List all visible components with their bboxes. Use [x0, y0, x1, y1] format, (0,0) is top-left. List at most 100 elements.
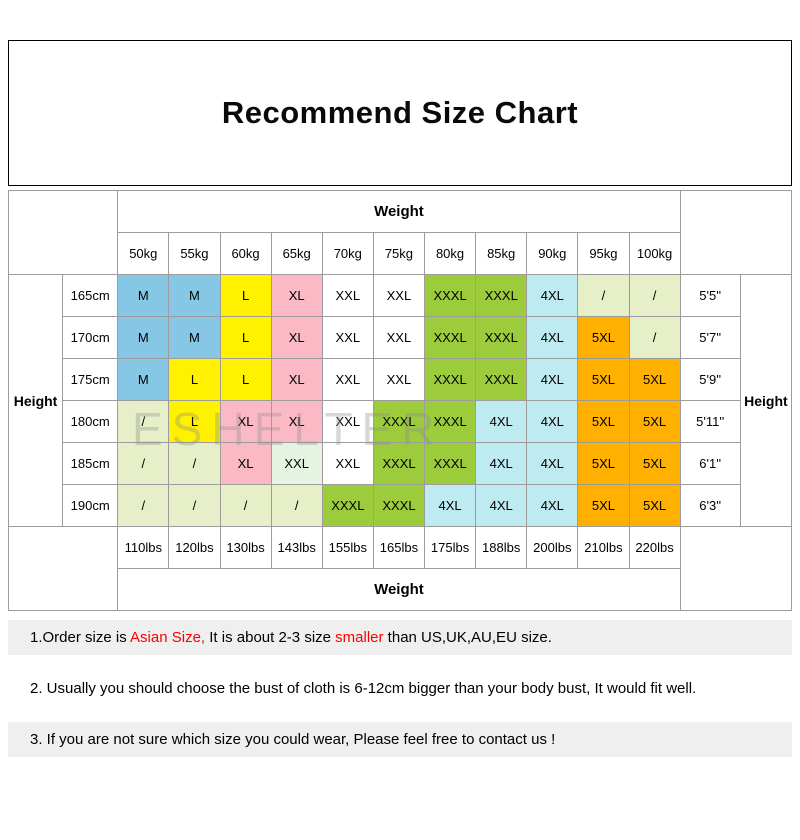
- size-cell: M: [117, 316, 170, 359]
- size-cell: M: [117, 274, 170, 317]
- kg-header-cell: 75kg: [372, 232, 426, 275]
- size-cell: L: [168, 400, 221, 443]
- lbs-footer-cell: 143lbs: [270, 526, 323, 569]
- size-cell: 5XL: [577, 484, 630, 527]
- size-cell: XXXL: [423, 358, 477, 401]
- lbs-footer-cell: 175lbs: [423, 526, 477, 569]
- lbs-footer-cell: 155lbs: [321, 526, 374, 569]
- height-cm-cell: 170cm: [62, 316, 119, 359]
- size-cell: 5XL: [577, 442, 630, 485]
- size-cell: 4XL: [526, 274, 579, 317]
- size-cell: L: [219, 274, 272, 317]
- size-cell: 5XL: [628, 442, 681, 485]
- weight-header-top: Weight: [117, 190, 681, 233]
- kg-header-cell: 90kg: [526, 232, 579, 275]
- height-cm-cell: 185cm: [62, 442, 119, 485]
- height-ft-cell: 6'1'': [679, 442, 741, 485]
- height-ft-cell: 5'11'': [679, 400, 741, 443]
- table-corner-bottomleft: [7, 526, 119, 611]
- kg-header-cell: 50kg: [117, 232, 170, 275]
- size-cell: XL: [270, 274, 323, 317]
- size-cell: /: [219, 484, 272, 527]
- height-ft-cell: 5'9'': [679, 358, 741, 401]
- size-cell: XXXL: [321, 484, 374, 527]
- size-cell: 4XL: [423, 484, 477, 527]
- size-cell: 5XL: [628, 358, 681, 401]
- lbs-footer-cell: 165lbs: [372, 526, 426, 569]
- size-cell: 4XL: [475, 442, 528, 485]
- size-cell: 5XL: [577, 400, 630, 443]
- size-cell: /: [628, 274, 681, 317]
- height-label-right: Height: [739, 274, 793, 527]
- size-cell: /: [168, 484, 221, 527]
- size-cell: XL: [219, 400, 272, 443]
- size-cell: XXXL: [372, 484, 426, 527]
- table-corner-bottomright: [679, 526, 793, 611]
- height-label-left: Height: [7, 274, 64, 527]
- size-cell: XXXL: [423, 442, 477, 485]
- size-cell: 4XL: [526, 484, 579, 527]
- height-ft-cell: 6'3'': [679, 484, 741, 527]
- size-cell: XXXL: [372, 400, 426, 443]
- height-cm-cell: 180cm: [62, 400, 119, 443]
- size-cell: XXL: [321, 442, 374, 485]
- size-cell: 4XL: [526, 400, 579, 443]
- size-cell: XXL: [321, 400, 374, 443]
- size-cell: XXXL: [475, 274, 528, 317]
- lbs-footer-cell: 188lbs: [475, 526, 528, 569]
- size-cell: /: [117, 484, 170, 527]
- height-cm-cell: 190cm: [62, 484, 119, 527]
- kg-header-cell: 85kg: [475, 232, 528, 275]
- kg-header-cell: 70kg: [321, 232, 374, 275]
- height-cm-cell: 175cm: [62, 358, 119, 401]
- table-corner-topright: [679, 190, 793, 275]
- size-chart-table: Weight 50kg 55kg 60kg 65kg 70kg 75kg 80kg 85kg 90…: [7, 190, 793, 611]
- note-1-text: It is about 2-3 size: [205, 629, 336, 646]
- size-cell: M: [168, 316, 221, 359]
- height-cm-cell: 165cm: [62, 274, 119, 317]
- size-cell: M: [168, 274, 221, 317]
- size-cell: XXXL: [372, 442, 426, 485]
- size-cell: XXXL: [423, 316, 477, 359]
- kg-header-cell: 100kg: [628, 232, 681, 275]
- size-cell: 4XL: [526, 442, 579, 485]
- size-cell: L: [219, 316, 272, 359]
- size-cell: XXL: [321, 274, 374, 317]
- size-cell: XXL: [321, 316, 374, 359]
- note-line-1: 1.Order size is Asian Size, It is about …: [8, 620, 792, 655]
- size-cell: XXXL: [475, 316, 528, 359]
- lbs-footer-cell: 130lbs: [219, 526, 272, 569]
- size-cell: /: [628, 316, 681, 359]
- lbs-footer-cell: 220lbs: [628, 526, 681, 569]
- title-box: Recommend Size Chart: [8, 40, 792, 186]
- size-cell: /: [117, 442, 170, 485]
- size-cell: 4XL: [526, 358, 579, 401]
- size-cell: 4XL: [475, 484, 528, 527]
- size-cell: XXXL: [475, 358, 528, 401]
- kg-header-cell: 80kg: [423, 232, 477, 275]
- size-cell: 5XL: [577, 316, 630, 359]
- size-cell: XXXL: [423, 274, 477, 317]
- table-corner-topleft: [7, 190, 119, 275]
- kg-header-cell: 65kg: [270, 232, 323, 275]
- size-cell: 5XL: [577, 358, 630, 401]
- note-1-highlight-smaller: smaller: [335, 629, 384, 646]
- size-cell: XL: [270, 358, 323, 401]
- page-title: Recommend Size Chart: [221, 95, 579, 130]
- note-line-2: 2. Usually you should choose the bust of…: [8, 671, 792, 706]
- lbs-footer-cell: 110lbs: [117, 526, 170, 569]
- note-2-text: 2. Usually you should choose the bust of…: [30, 680, 697, 697]
- lbs-footer-cell: 120lbs: [168, 526, 221, 569]
- note-3-text: 3. If you are not sure which size you co…: [30, 731, 556, 748]
- size-cell: XXXL: [423, 400, 477, 443]
- note-1-text: 1.Order size is: [30, 629, 131, 646]
- size-cell: L: [168, 358, 221, 401]
- size-cell: M: [117, 358, 170, 401]
- size-cell: /: [270, 484, 323, 527]
- lbs-footer-cell: 200lbs: [526, 526, 579, 569]
- size-cell: XL: [270, 400, 323, 443]
- weight-header-bottom: Weight: [117, 568, 681, 611]
- notes-section: 1.Order size is Asian Size, It is about …: [8, 620, 792, 757]
- height-ft-cell: 5'5'': [679, 274, 741, 317]
- note-1-highlight-asian-size: Asian Size,: [130, 629, 206, 646]
